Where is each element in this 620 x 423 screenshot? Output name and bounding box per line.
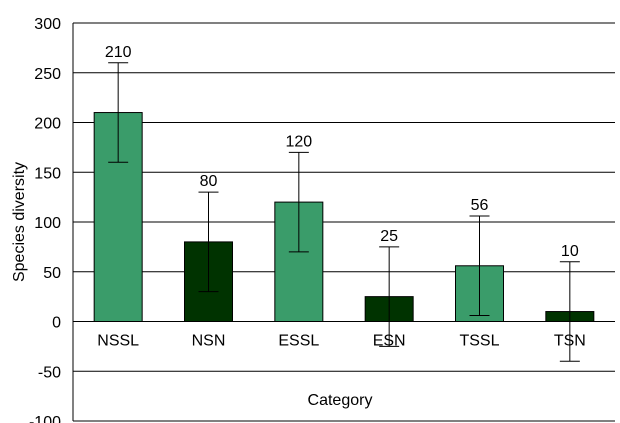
x-tick-label: TSN bbox=[554, 333, 586, 350]
x-tick-labels: NSSL NSN ESSL ESN TSSL TSN bbox=[97, 333, 586, 350]
x-tick-label: TSSL bbox=[459, 333, 499, 350]
y-axis-title: Species diversity bbox=[11, 162, 28, 282]
data-label: 210 bbox=[105, 44, 132, 61]
data-label: 10 bbox=[561, 243, 579, 260]
y-tick-label: -100 bbox=[29, 414, 61, 423]
data-label: 80 bbox=[200, 173, 218, 190]
data-labels: 210 80 120 25 56 10 bbox=[105, 44, 579, 260]
gridlines bbox=[73, 22, 615, 422]
data-label: 120 bbox=[285, 133, 312, 150]
y-tick-label: -50 bbox=[38, 364, 61, 381]
y-tick-label: 0 bbox=[52, 315, 61, 332]
y-tick-label: 200 bbox=[34, 116, 61, 133]
data-label: 25 bbox=[380, 228, 398, 245]
bars bbox=[93, 112, 595, 323]
x-tick-label: NSSL bbox=[97, 333, 139, 350]
y-tick-label: 150 bbox=[34, 165, 61, 182]
x-tick-label: ESN bbox=[373, 333, 406, 350]
y-tick-label: 100 bbox=[34, 215, 61, 232]
y-tick-label: 50 bbox=[43, 265, 61, 282]
x-tick-label: ESSL bbox=[278, 333, 319, 350]
y-tick-label: 300 bbox=[34, 16, 61, 33]
data-label: 56 bbox=[471, 197, 489, 214]
y-tick-label: 250 bbox=[34, 66, 61, 83]
x-axis-title: Category bbox=[308, 392, 373, 409]
x-tick-label: NSN bbox=[192, 333, 226, 350]
error-bars bbox=[108, 62, 580, 362]
y-tick-labels: -100 -50 0 50 100 150 200 250 300 bbox=[29, 16, 61, 423]
